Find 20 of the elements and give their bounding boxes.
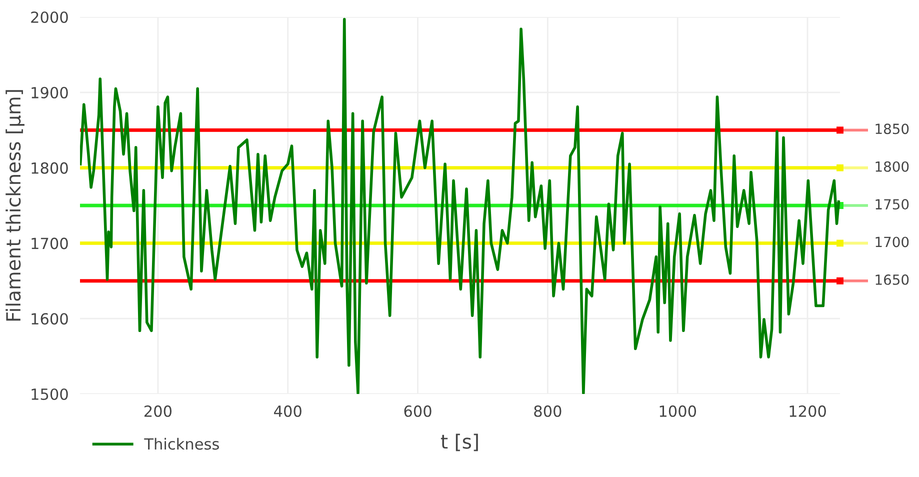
x-tick-label: 800 <box>534 405 562 417</box>
y-tick-label: 1700 <box>32 238 68 250</box>
x-tick-label: 400 <box>274 405 302 417</box>
y-tick-label: 2000 <box>31 11 68 24</box>
ref-line-label: 1800 <box>876 161 909 172</box>
x-tick-label: 1200 <box>790 405 826 417</box>
legend-label: Thickness <box>144 438 219 450</box>
y-tick-label: 1900 <box>32 86 68 98</box>
ref-line-label: 1850 <box>876 124 909 134</box>
x-tick-label: 1000 <box>660 405 696 417</box>
x-axis-title: t [s] <box>440 434 478 452</box>
y-axis-title: Filament thickness [µm] <box>6 90 24 321</box>
y-tick-label: 1800 <box>32 162 68 174</box>
y-tick-label: 1500 <box>32 388 68 400</box>
ref-line-label: 1650 <box>876 274 909 285</box>
x-tick-label: 600 <box>404 405 432 417</box>
x-tick-label: 200 <box>144 405 172 417</box>
ref-line-label: 1750 <box>876 199 909 210</box>
y-tick-label: 1600 <box>32 313 68 325</box>
ref-line-label: 1700 <box>876 236 909 248</box>
